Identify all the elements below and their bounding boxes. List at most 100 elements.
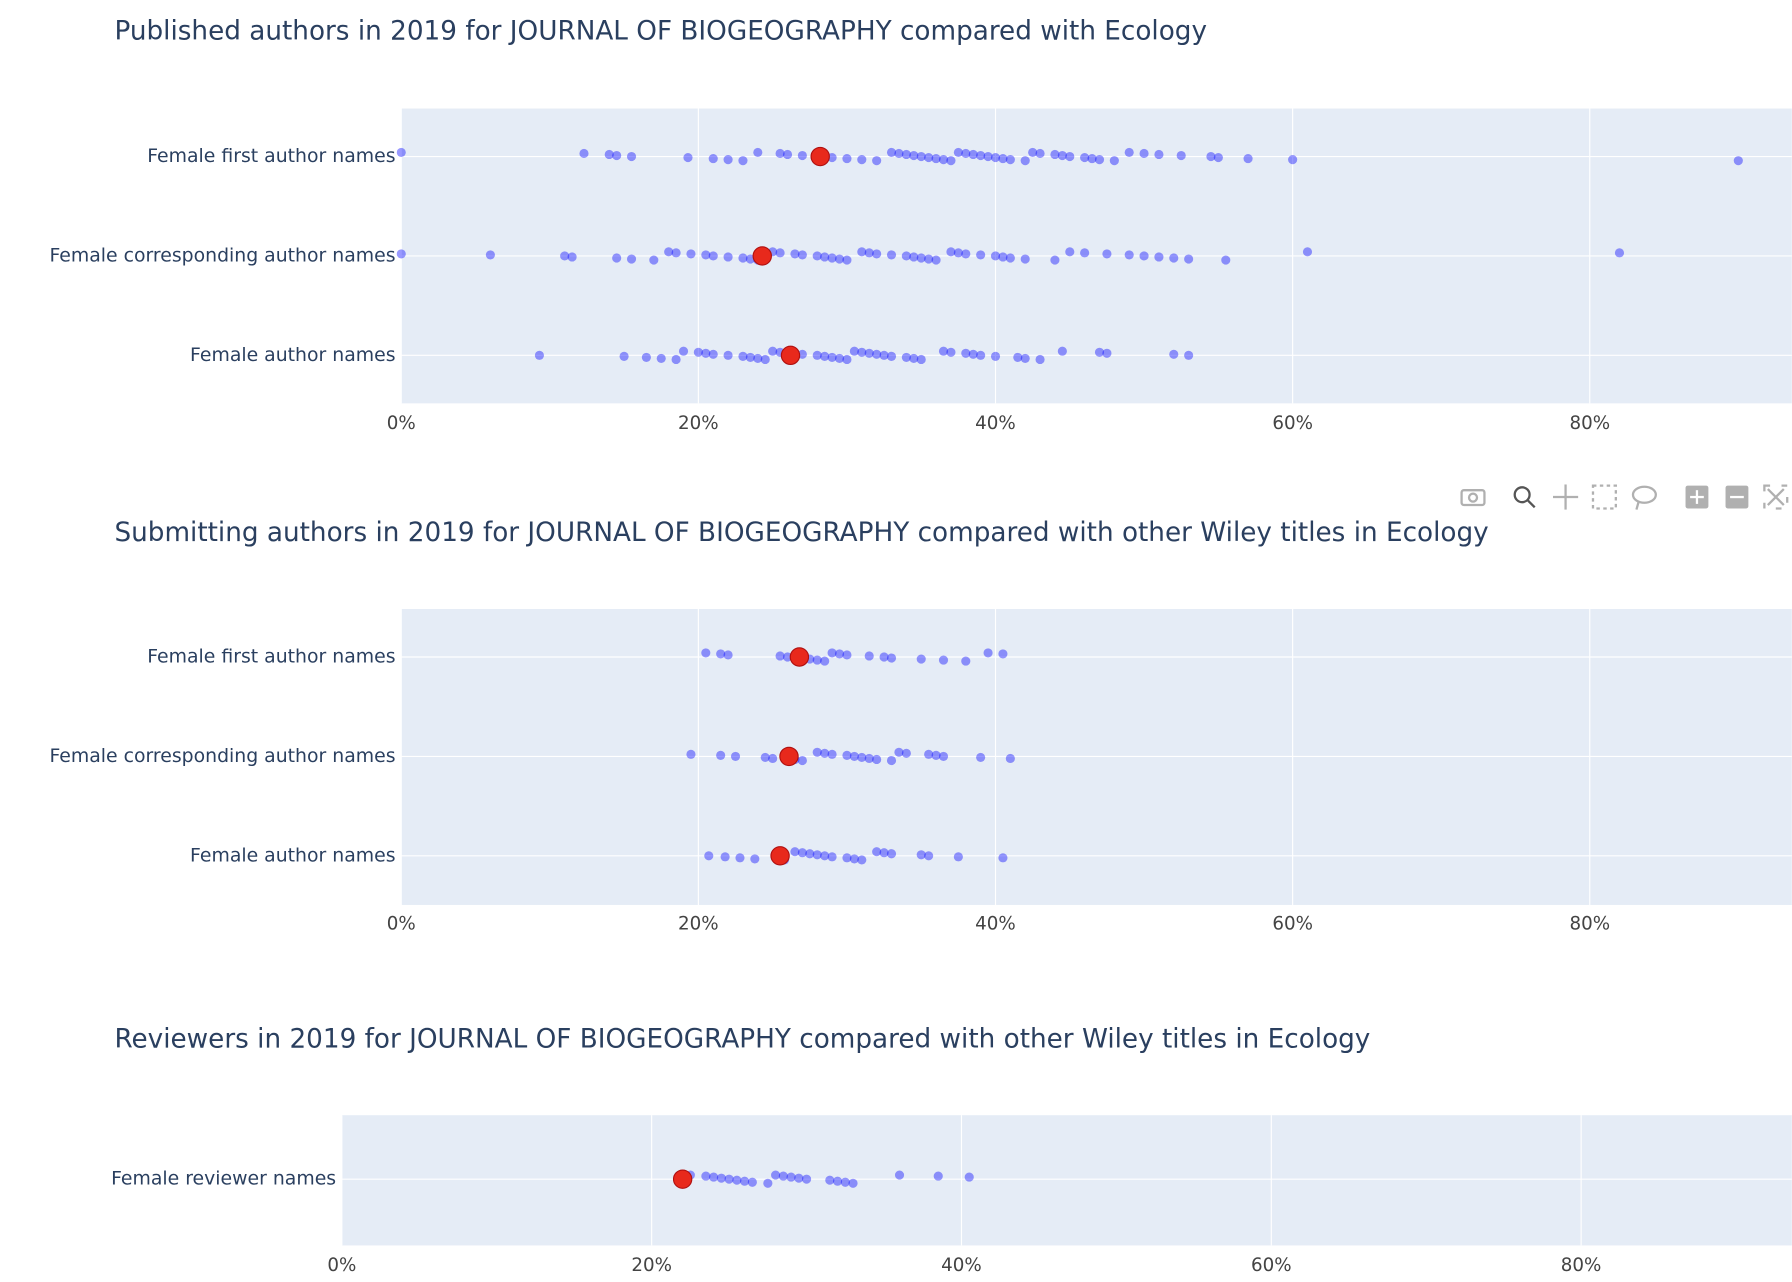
journal-point xyxy=(693,347,703,357)
journal-point xyxy=(732,1175,742,1185)
journal-point xyxy=(701,250,711,260)
journal-point xyxy=(686,249,696,259)
journal-point xyxy=(924,851,934,861)
journal-point xyxy=(1035,354,1045,365)
journal-point xyxy=(686,749,696,759)
journal-point xyxy=(976,150,986,161)
points xyxy=(686,647,1015,866)
journal-point xyxy=(827,352,837,362)
journal-point xyxy=(961,249,971,259)
journal-point xyxy=(716,750,726,760)
camera-button[interactable] xyxy=(1460,489,1486,507)
journal-point xyxy=(709,1172,719,1182)
journal-point xyxy=(805,849,815,859)
journal-point xyxy=(768,346,778,356)
x-tick-label: 0% xyxy=(387,413,416,434)
zoom-in-button[interactable] xyxy=(1685,485,1709,509)
journal-point xyxy=(1020,156,1030,166)
journal-point xyxy=(760,752,770,763)
journal-point xyxy=(708,251,718,261)
journal-point xyxy=(641,352,651,362)
journal-point xyxy=(1065,247,1075,257)
journal-point xyxy=(396,147,406,157)
journal-point xyxy=(998,252,1008,262)
journal-point xyxy=(560,251,570,261)
journal-point xyxy=(1169,349,1179,359)
journal-point xyxy=(812,850,822,860)
journal-point xyxy=(924,152,934,163)
journal-point xyxy=(879,848,889,858)
chart-title: Submitting authors in 2019 for JOURNAL O… xyxy=(114,518,1488,548)
journal-point xyxy=(738,156,748,166)
journal-point xyxy=(953,147,963,157)
journal-point xyxy=(1139,148,1149,159)
journal-point xyxy=(1184,350,1194,360)
journal-point xyxy=(879,652,889,662)
journal-point xyxy=(1050,149,1060,160)
journal-point xyxy=(901,352,911,362)
journal-point xyxy=(801,1174,812,1184)
journal-point xyxy=(849,854,859,864)
journal-point xyxy=(976,350,986,360)
journal-point xyxy=(738,253,748,263)
journal-point xyxy=(701,1171,711,1181)
journal-point xyxy=(998,649,1008,659)
journal-point xyxy=(745,352,755,362)
journal-point xyxy=(1057,150,1067,161)
journal-point xyxy=(1733,156,1743,166)
y-tick-label: Female corresponding author names xyxy=(49,746,395,767)
x-tick-label: 60% xyxy=(1251,1255,1292,1276)
journal-point xyxy=(879,350,889,360)
x-tick-label: 0% xyxy=(387,913,416,934)
journal-point xyxy=(931,255,941,265)
y-tick-label: Female first author names xyxy=(147,646,395,667)
journal-point xyxy=(983,648,993,658)
journal-point xyxy=(946,247,956,257)
journal-point xyxy=(857,155,867,165)
journal-point xyxy=(396,249,406,259)
journal-point xyxy=(976,752,986,763)
journal-point xyxy=(857,247,867,257)
journal-point xyxy=(683,152,693,163)
box-select-button[interactable] xyxy=(1591,484,1617,510)
journal-point xyxy=(701,348,711,358)
journal-point xyxy=(723,350,733,360)
journal-point xyxy=(763,1178,773,1188)
journal-point xyxy=(782,652,793,662)
journal-point xyxy=(820,851,830,861)
journal-point xyxy=(842,154,852,164)
journal-point xyxy=(812,251,822,261)
autoscale-button[interactable] xyxy=(1763,484,1789,510)
journal-point xyxy=(998,154,1008,164)
journal-point xyxy=(872,249,882,259)
journal-point xyxy=(775,148,785,159)
journal-point xyxy=(820,351,830,361)
journal-point xyxy=(916,151,926,162)
journal-point xyxy=(933,1171,943,1181)
journal-point xyxy=(964,1172,974,1182)
highlight-point xyxy=(672,1169,693,1189)
journal-point xyxy=(1102,348,1112,358)
journal-point xyxy=(872,349,882,359)
journal-point xyxy=(708,154,718,164)
journal-point xyxy=(990,152,1001,163)
zoom-button[interactable] xyxy=(1513,486,1536,509)
points xyxy=(396,146,1743,366)
journal-point xyxy=(768,753,778,764)
journal-point xyxy=(735,853,745,863)
journal-point xyxy=(579,148,589,159)
chart: Published authors in 2019 for JOURNAL OF… xyxy=(49,16,1792,434)
y-tick-label: Female corresponding author names xyxy=(49,245,395,266)
journal-point xyxy=(872,156,882,166)
journal-point xyxy=(1005,253,1015,263)
zoom-out-button[interactable] xyxy=(1725,485,1749,509)
pan-button[interactable] xyxy=(1552,484,1579,510)
x-tick-label: 0% xyxy=(327,1255,356,1276)
journal-point xyxy=(1005,753,1015,764)
journal-point xyxy=(1094,155,1105,165)
journal-point xyxy=(872,847,882,857)
highlight-point xyxy=(780,345,801,366)
journal-point xyxy=(953,248,963,258)
lasso-button[interactable] xyxy=(1631,485,1657,510)
